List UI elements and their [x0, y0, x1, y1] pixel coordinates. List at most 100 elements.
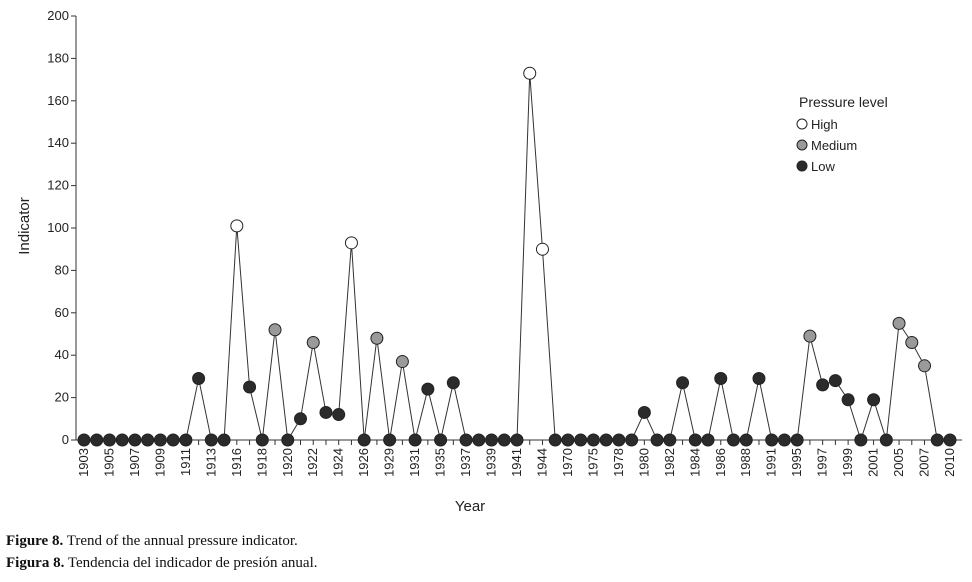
data-point-medium [370, 331, 384, 345]
x-tick-label: 1995 [789, 448, 804, 477]
x-tick-label: 1931 [407, 448, 422, 477]
x-tick-label: 2007 [917, 448, 932, 477]
x-tick-label: 2001 [866, 448, 881, 477]
y-tick-label: 40 [55, 347, 69, 362]
data-point-low [663, 433, 677, 447]
data-point-low [294, 412, 307, 426]
legend-label-high: High [811, 117, 838, 132]
data-point-low [879, 433, 893, 447]
axes: 0 20 40 60 80 100 120 140 160 180 200 1903 1905 1907 1… [47, 8, 962, 477]
x-tick-label: 1905 [101, 448, 116, 477]
x-tick-label: 1920 [280, 448, 295, 477]
data-point-low [586, 433, 600, 447]
data-point-low [421, 382, 435, 396]
x-tick-label: 1911 [178, 448, 193, 476]
data-point-low [854, 433, 868, 447]
x-tick-label: 2005 [891, 448, 906, 477]
data-point-low [625, 433, 639, 447]
data-point-low [688, 433, 702, 447]
x-tick-label: 1909 [152, 448, 167, 477]
data-point-medium [803, 329, 817, 343]
x-tick-label: 1997 [815, 448, 830, 477]
data-point-low [204, 433, 218, 447]
x-tick-label: 1939 [484, 448, 499, 477]
data-point-low [943, 433, 957, 447]
data-point-low [472, 433, 486, 447]
x-tick-label: 1980 [636, 448, 651, 477]
y-tick-label: 120 [47, 178, 69, 193]
data-point-low [408, 433, 422, 447]
x-tick-label: 1975 [585, 448, 600, 477]
data-point-low [752, 372, 766, 386]
legend-marker-high [796, 118, 808, 130]
data-point-low [599, 433, 613, 447]
data-point-low [739, 433, 753, 447]
data-point-medium [905, 335, 919, 349]
data-point-low [77, 433, 91, 447]
pressure-indicator-chart: 0 20 40 60 80 100 120 140 160 180 200 1903 1905 1907 1… [16, 8, 962, 515]
x-tick-label: 1913 [203, 448, 218, 477]
data-point-high [230, 219, 244, 233]
legend-title: Pressure level [799, 94, 888, 110]
data-point-low [459, 433, 473, 447]
y-tick-label: 80 [55, 262, 69, 277]
data-point-low [192, 372, 206, 386]
x-tick-label: 1991 [764, 448, 779, 477]
data-point-low [765, 433, 779, 447]
caption-spanish: Figura 8. Tendencia del indicador de pre… [6, 555, 318, 572]
x-tick-label: 1999 [840, 448, 855, 477]
data-point-low [102, 433, 116, 447]
data-point-low [548, 433, 562, 447]
data-point-low [115, 433, 129, 447]
x-tick-label: 1986 [713, 448, 728, 477]
y-tick-label: 140 [47, 135, 69, 150]
y-axis-title: Indicator [16, 197, 33, 255]
data-point-low [676, 376, 690, 390]
y-tick-label: 160 [47, 93, 69, 108]
y-tick-label: 0 [62, 432, 69, 447]
data-point-low [446, 376, 460, 390]
data-point-low [561, 433, 575, 447]
data-point-low [637, 405, 651, 419]
data-point-low [128, 433, 142, 447]
data-point-low [714, 372, 728, 386]
data-point-low [90, 433, 104, 447]
caption-english-text: Trend of the annual pressure indicator. [63, 533, 298, 549]
data-point-low [255, 433, 269, 447]
data-point-low [434, 433, 448, 447]
data-point-low [217, 433, 231, 447]
legend-marker-medium [796, 139, 808, 151]
data-point-medium [892, 316, 906, 330]
data-point-low [612, 433, 626, 447]
data-point-low [841, 393, 855, 407]
x-tick-label: 1988 [738, 448, 753, 477]
x-tick-label: 1935 [433, 448, 448, 477]
caption-spanish-text: Tendencia del indicador de presión anual… [64, 555, 318, 571]
data-point-low [357, 433, 371, 447]
x-tick-label: 1916 [229, 448, 244, 477]
data-point-low [701, 433, 715, 447]
data-point-low [166, 433, 180, 447]
data-point-low [727, 433, 740, 447]
data-point-low [650, 433, 664, 447]
data-point-medium [268, 323, 282, 337]
x-tick-label: 1924 [331, 448, 346, 477]
y-tick-label: 200 [47, 8, 69, 23]
data-point-low [243, 380, 257, 394]
x-tick-label: 1978 [611, 448, 626, 477]
x-tick-label: 1982 [662, 448, 677, 477]
caption-english-label: Figure 8. [6, 533, 64, 549]
data-point-low [141, 433, 155, 447]
data-point-low [497, 433, 511, 447]
x-tick-label: 1941 [509, 448, 524, 477]
data-point-medium [306, 335, 320, 349]
data-point-low [281, 433, 295, 447]
data-point-low [790, 433, 804, 447]
x-tick-label: 1903 [76, 448, 91, 477]
data-point-low [179, 433, 193, 447]
data-point-low [485, 433, 499, 447]
x-tick-label: 1970 [560, 448, 575, 477]
data-point-low [383, 433, 397, 447]
data-point-low [867, 393, 881, 407]
x-tick-label: 1926 [356, 448, 371, 477]
